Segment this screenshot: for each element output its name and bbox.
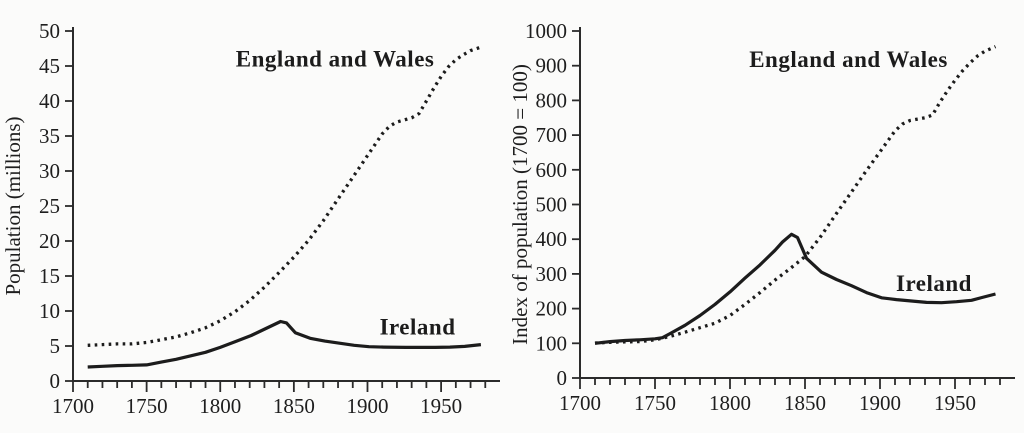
x-tick-label: 1900: [346, 394, 388, 418]
label-england-and-wales: England and Wales: [749, 47, 948, 72]
population-index-svg: 0 100 200 300 400 500 600 700 800 900 1000 1700 1750…: [512, 19, 1015, 415]
y-tick-label: 50: [39, 19, 60, 43]
axes: [579, 27, 1015, 379]
y-tick-label: 0: [557, 366, 568, 390]
population-millions-svg: 0 5 10 15 20 25 30 35 40 45 50 1700 1750 1800 1850 1900…: [1, 19, 500, 418]
y-tick-label: 1000: [525, 19, 567, 43]
x-tick-label: 1750: [126, 394, 168, 418]
label-england-and-wales: England and Wales: [236, 47, 435, 72]
y-tick-label: 25: [39, 194, 60, 218]
y-tick-label: 15: [39, 264, 60, 288]
x-tick-label: 1950: [934, 391, 976, 415]
y-tick-label: 500: [536, 193, 568, 217]
series-line-ireland: [594, 232, 996, 345]
y-tick-label: 900: [536, 54, 568, 78]
y-tick-label: 5: [50, 334, 61, 358]
series-line-england-and-wales: [594, 45, 997, 345]
label-ireland: Ireland: [896, 271, 972, 296]
chart-population-millions: 0 5 10 15 20 25 30 35 40 45 50 1700 1750 1800 1850 1900…: [1, 19, 500, 418]
y-tick-label: 45: [39, 54, 60, 78]
x-tick-label: 1700: [52, 394, 94, 418]
y-tick-label: 10: [39, 299, 60, 323]
y-axis-title: Population (millions): [1, 116, 25, 295]
y-tick-label: 35: [39, 124, 60, 148]
x-tick-label: 1800: [709, 391, 751, 415]
x-tick-label: 1900: [859, 391, 901, 415]
y-tick-label: 800: [536, 88, 568, 112]
x-tick-label: 1750: [634, 391, 676, 415]
y-tick-label: 700: [536, 123, 568, 147]
label-ireland: Ireland: [380, 315, 456, 340]
y-tick-label: 100: [536, 331, 568, 355]
x-tick-label: 1850: [273, 394, 315, 418]
y-tick-label: 0: [50, 369, 61, 393]
x-tick-label: 1950: [420, 394, 462, 418]
y-tick-label: 400: [536, 227, 568, 251]
x-tick-label: 1700: [559, 391, 601, 415]
y-tick-label: 30: [39, 159, 60, 183]
y-tick-label: 200: [536, 297, 568, 321]
y-tick-label: 600: [536, 158, 568, 182]
y-tick-label: 300: [536, 262, 568, 286]
y-tick-label: 20: [39, 229, 60, 253]
x-tick-label: 1850: [784, 391, 826, 415]
series-line-england-and-wales: [87, 45, 482, 347]
y-tick-label: 40: [39, 89, 60, 113]
chart-population-index: 0 100 200 300 400 500 600 700 800 900 1000 1700 1750…: [512, 0, 1024, 433]
series-line-ireland: [87, 319, 482, 369]
x-tick-label: 1800: [199, 394, 241, 418]
y-axis-title: Index of population (1700 = 100): [512, 64, 532, 345]
